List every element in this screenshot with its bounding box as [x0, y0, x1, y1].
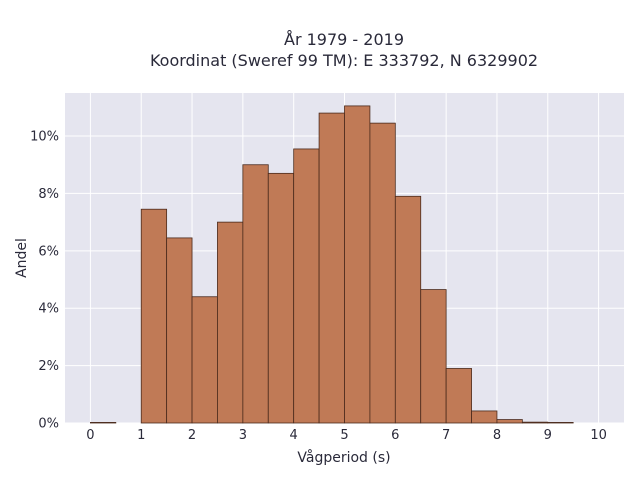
chart-title-line1: År 1979 - 2019: [284, 30, 404, 49]
x-tick-label: 10: [590, 428, 607, 443]
histogram-bar: [90, 422, 117, 424]
y-tick-label: 10%: [30, 130, 59, 145]
x-tick-label: 5: [340, 428, 348, 443]
y-tick-label: 6%: [38, 244, 59, 259]
x-tick-label: 3: [239, 428, 247, 443]
histogram-bar: [318, 112, 345, 424]
x-tick-label: 0: [86, 428, 94, 443]
x-tick-label: 1: [137, 428, 145, 443]
x-tick-label: 8: [493, 428, 501, 443]
y-tick-label: 4%: [38, 302, 59, 317]
x-tick-label: 6: [391, 428, 399, 443]
histogram-bar: [242, 164, 269, 424]
histogram-bar: [369, 122, 396, 424]
histogram-bar: [140, 208, 168, 424]
x-tick-label: 4: [290, 428, 298, 443]
x-tick-label: 2: [188, 428, 196, 443]
histogram-bar: [521, 421, 549, 424]
x-tick-label: 7: [442, 428, 450, 443]
histogram-bar: [293, 148, 320, 424]
histogram-bar: [445, 368, 472, 424]
histogram-bar: [191, 296, 218, 424]
histogram-bar: [394, 195, 422, 424]
histogram-bar: [344, 105, 371, 424]
y-tick-label: 0%: [38, 417, 59, 432]
histogram-bar: [420, 289, 447, 424]
histogram-bar: [471, 410, 498, 424]
y-tick-label: 2%: [38, 359, 59, 374]
chart-title-line2: Koordinat (Sweref 99 TM): E 333792, N 63…: [150, 51, 538, 70]
y-tick-label: 8%: [38, 187, 59, 202]
histogram-bar: [217, 221, 244, 424]
y-axis-label: Andel: [14, 238, 30, 278]
x-tick-label: 9: [544, 428, 552, 443]
histogram-bar: [267, 172, 295, 424]
y-axis-ticks: 0% 2% 4% 6% 8% 10%: [30, 130, 59, 432]
histogram-bar: [547, 422, 574, 424]
x-axis-label: Vågperiod (s): [297, 449, 390, 466]
histogram-bar: [166, 237, 193, 424]
x-axis-ticks: 0 1 2 3 4 5 6 7 8 9 10: [86, 428, 607, 443]
histogram-bars: [90, 105, 574, 424]
histogram-bar: [496, 419, 523, 424]
